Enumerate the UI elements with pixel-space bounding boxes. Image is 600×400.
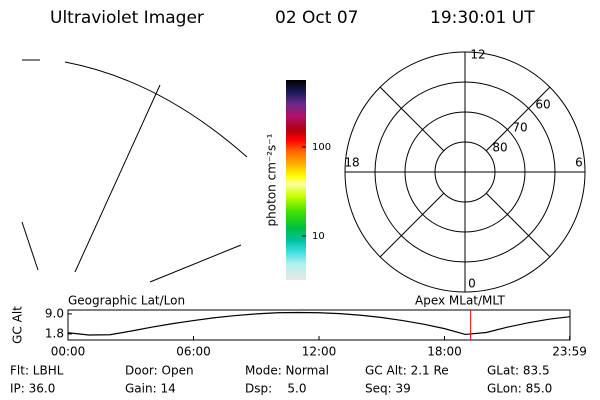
y-axis-label: GC Alt (11, 306, 25, 344)
y-tick-label: 1.8 (45, 326, 64, 340)
colorbar-tick-label: 100 (312, 142, 331, 153)
mlt-label: 18 (344, 156, 359, 170)
info-field: Dsp: 5.0 (245, 382, 307, 396)
x-tick-label: 23:59 (552, 345, 587, 359)
polar-plot (344, 51, 586, 293)
mlt-label: 6 (575, 156, 583, 170)
altitude-line (67, 311, 571, 336)
lat-label: 70 (512, 121, 527, 135)
info-field: Gain: 14 (125, 382, 176, 396)
info-field: GC Alt: 2.1 Re (365, 364, 449, 378)
info-field: Mode: Normal (245, 364, 329, 378)
info-table: Flt: LBHL Door: Open Mode: Normal GC Alt: 2… (10, 364, 552, 396)
info-field: GLon: 85.0 (487, 382, 552, 396)
lat-label: 80 (492, 141, 507, 155)
mlt-label: 12 (470, 48, 485, 62)
x-tick-label: 06:00 (176, 345, 211, 359)
orbit-plot: 9.0 1.8 00:00 06:00 12:00 18:00 23:59 (45, 306, 587, 358)
orbit-frame (67, 309, 571, 341)
mlt-label: 0 (468, 277, 476, 291)
time: 19:30:01 UT (430, 8, 535, 28)
x-tick-label: 12:00 (302, 345, 337, 359)
x-tick-label: 18:00 (427, 345, 462, 359)
info-field: IP: 36.0 (10, 382, 55, 396)
colorbar-label: photon cm⁻²s⁻¹ (265, 133, 279, 226)
x-tick-label: 00:00 (51, 345, 86, 359)
date: 02 Oct 07 (275, 8, 358, 28)
geo-map (21, 59, 248, 283)
lat-label: 60 (535, 98, 550, 112)
colorbar (286, 80, 306, 280)
caption: Apex MLat/MLT (415, 294, 505, 308)
caption: Geographic Lat/Lon (68, 294, 185, 308)
info-field: GLat: 83.5 (487, 364, 550, 378)
info-field: Flt: LBHL (10, 364, 64, 378)
map-lines (21, 59, 248, 283)
info-field: Seq: 39 (365, 382, 411, 396)
y-tick-label: 9.0 (45, 306, 64, 320)
instrument: Ultraviolet Imager (50, 8, 204, 28)
info-field: Door: Open (125, 364, 194, 378)
colorbar-tick-label: 10 (312, 231, 325, 242)
